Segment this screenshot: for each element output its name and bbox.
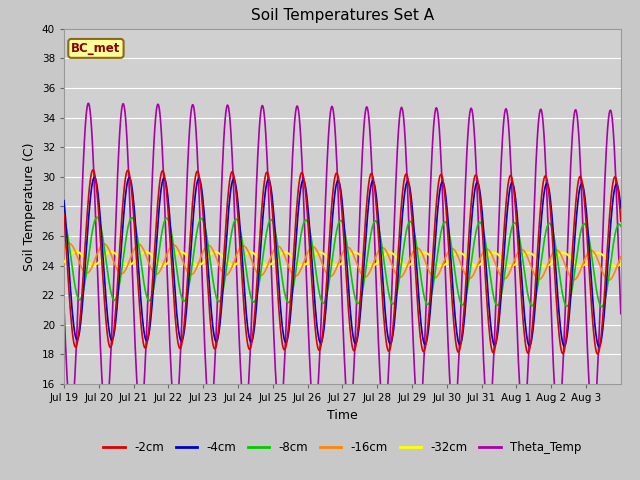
- Text: BC_met: BC_met: [71, 42, 120, 55]
- Title: Soil Temperatures Set A: Soil Temperatures Set A: [251, 9, 434, 24]
- Y-axis label: Soil Temperature (C): Soil Temperature (C): [23, 142, 36, 271]
- Legend: -2cm, -4cm, -8cm, -16cm, -32cm, Theta_Temp: -2cm, -4cm, -8cm, -16cm, -32cm, Theta_Te…: [99, 436, 586, 458]
- X-axis label: Time: Time: [327, 408, 358, 421]
